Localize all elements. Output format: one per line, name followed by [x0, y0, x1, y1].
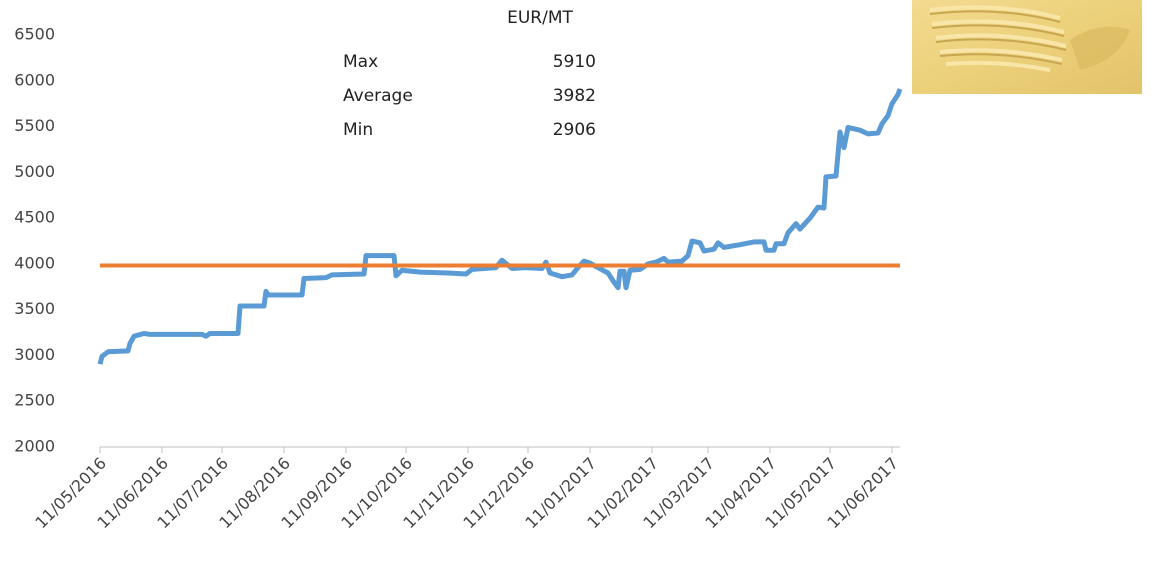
- butter-image: [912, 0, 1142, 94]
- y-tick-label: 2000: [14, 437, 55, 456]
- y-tick-label: 6500: [14, 25, 55, 44]
- stats-label: Max: [343, 52, 378, 72]
- stats-value: 2906: [553, 120, 596, 140]
- y-tick-label: 3000: [14, 345, 55, 364]
- y-tick-label: 4000: [14, 253, 55, 272]
- y-tick-label: 5500: [14, 116, 55, 135]
- stats-value: 3982: [553, 86, 596, 106]
- y-tick-label: 2500: [14, 391, 55, 410]
- stats-value: 5910: [553, 52, 596, 72]
- stats-label: Average: [343, 86, 413, 106]
- y-tick-label: 4500: [14, 208, 55, 227]
- stats-label: Min: [343, 120, 373, 140]
- series-line: [100, 89, 900, 364]
- page: EUR/MT Max 5910 Average 3982 Min 2906 2000 250…: [0, 0, 1154, 560]
- y-tick-label: 3500: [14, 299, 55, 318]
- stats-table: EUR/MT Max 5910 Average 3982 Min 2906: [343, 8, 596, 140]
- stats-header: EUR/MT: [507, 8, 573, 28]
- y-tick-label: 5000: [14, 162, 55, 181]
- y-tick-label: 6000: [14, 70, 55, 89]
- chart: EUR/MT Max 5910 Average 3982 Min 2906 2000 250…: [0, 0, 1154, 560]
